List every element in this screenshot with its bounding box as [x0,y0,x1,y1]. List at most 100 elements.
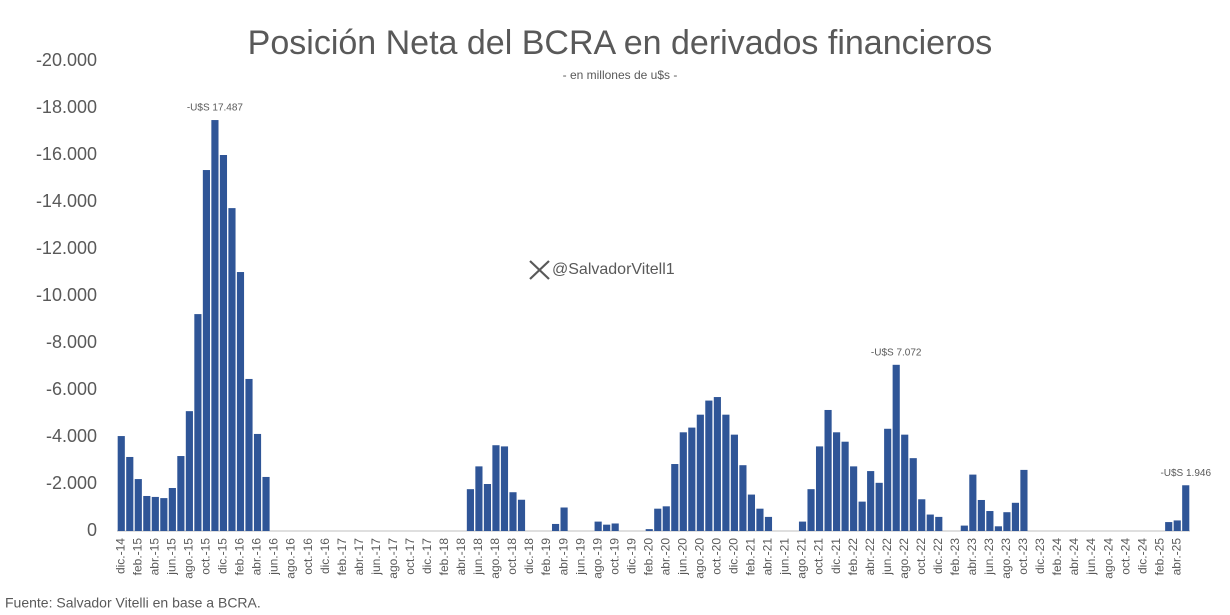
x-tick-label: feb.-23 [948,538,962,576]
bar [875,482,883,531]
bar [654,508,662,531]
y-tick-label: 0 [87,520,97,540]
x-tick-label: jun.-21 [778,538,792,576]
x-tick-label: dic.-15 [216,538,230,574]
bar [994,526,1002,531]
x-tick-label: jun.-18 [471,538,485,576]
x-tick-label: feb.-24 [1050,538,1064,576]
bar [909,458,917,531]
bar [705,400,713,531]
bar [168,487,176,531]
x-tick-label: ago.-19 [590,538,604,579]
bar [211,120,219,532]
x-tick-label: jun.-22 [880,538,894,576]
x-tick-label: abr.-25 [1169,538,1183,576]
bar [594,521,602,531]
x-tick-label: oct.-19 [607,538,621,575]
x-tick-label: abr.-15 [147,538,161,576]
x-tick-label: jun.-23 [982,538,996,576]
bar [1173,520,1181,531]
chart-title: Posición Neta del BCRA en derivados fina… [248,24,993,62]
bar [236,272,245,531]
x-tick-label: jun.-24 [1084,538,1098,576]
bar [177,456,185,531]
x-tick-label: ago.-20 [693,538,707,579]
x-tick-label: abr.-20 [658,538,672,576]
bar [560,507,568,531]
bar [969,474,977,531]
x-tick-label: oct.-18 [505,538,519,575]
bar [500,446,509,531]
bar [245,378,253,531]
bar [764,516,773,531]
bar [730,434,738,531]
bar [841,441,849,531]
bar [603,524,611,531]
bar [918,499,926,531]
bar [679,432,687,531]
bar [977,499,985,531]
x-tick-label: dic.-14 [113,538,127,574]
data-label: -U$S 17.487 [187,103,244,114]
x-tick-label: ago.-18 [488,538,502,579]
bar [739,465,747,531]
bar [815,446,824,531]
x-tick-label: feb.-18 [437,538,451,576]
bar [160,498,168,531]
x-tick-label: oct.-24 [1118,538,1132,575]
x-tick-label: jun.-17 [369,538,383,576]
bar [262,476,270,531]
bar [611,523,619,531]
bar [126,456,134,531]
data-label: -U$S 7.072 [871,347,922,358]
bar [219,155,228,531]
x-tick-label: oct.-15 [199,538,213,575]
x-tick-label: abr.-18 [454,538,468,576]
bar [798,521,807,531]
watermark-icon [529,260,550,280]
bar [517,499,526,531]
bar [833,432,841,531]
x-tick-label: abr.-19 [556,538,570,576]
bar [492,445,500,531]
x-tick-label: abr.-16 [250,538,264,576]
x-tick-label: dic.-18 [522,538,536,574]
x-tick-label: ago.-17 [386,538,400,579]
x-tick-label: abr.-21 [761,538,775,576]
bar [202,170,210,532]
y-tick-label: -2.000 [46,473,97,493]
x-tick-label: dic.-21 [829,538,843,574]
bar [807,489,815,531]
bar [696,414,704,531]
bar [645,529,653,531]
bar [935,516,943,531]
y-tick-label: -4.000 [46,426,97,446]
x-tick-label: jun.-16 [267,538,281,576]
y-tick-label: -8.000 [46,332,97,352]
x-tick-label: jun.-19 [573,538,587,576]
x-tick-label: feb.-16 [233,538,247,576]
x-tick-label: oct.-22 [914,538,928,575]
bar [713,397,721,531]
y-tick-label: -12.000 [36,238,97,258]
y-tick-label: -16.000 [36,144,97,164]
x-tick-label: abr.-23 [965,538,979,576]
y-tick-label: -6.000 [46,379,97,399]
x-tick-label: abr.-22 [863,538,877,576]
x-tick-label: ago.-15 [182,538,196,579]
bar [1011,502,1020,531]
bar [662,506,670,531]
bar [722,414,730,531]
x-tick-label: feb.-22 [846,538,860,576]
y-tick-label: -18.000 [36,97,97,117]
bar [850,466,858,531]
bar [884,428,892,531]
bar [688,427,696,531]
bar [867,471,875,531]
bar [509,492,517,531]
bar [185,411,193,531]
x-tick-label: oct.-20 [710,538,724,575]
bar [1003,512,1011,531]
bar [466,489,474,531]
